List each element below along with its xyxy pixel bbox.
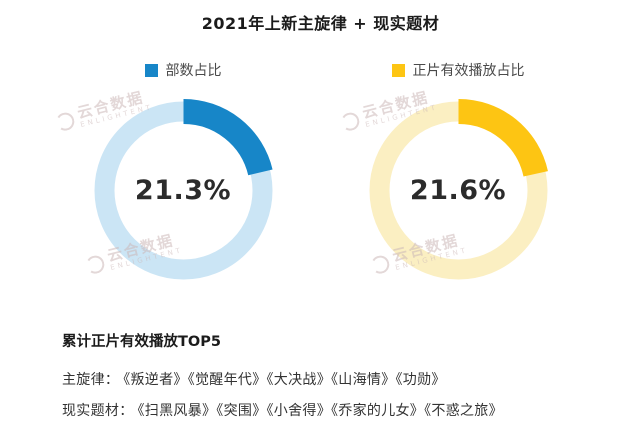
footer-row-value: 《扫黑风暴》《突围》《小舍得》《乔家的儿女》《不惑之旅》: [137, 403, 503, 419]
charts-area: 部数占比 21.3% 正片有效播放占比 21.6%: [0, 60, 641, 283]
footer-row-main-melody: 主旋律： 《叛逆者》《觉醒年代》《大决战》《山海情》《功勋》: [62, 369, 611, 389]
legend-label: 部数占比: [165, 63, 222, 79]
donut-center-value: 21.3%: [134, 175, 232, 206]
footer-heading: 累计正片有效播放TOP5: [62, 334, 221, 350]
footer-row-label: 现实题材：: [62, 403, 134, 419]
donut-svg: [366, 99, 550, 282]
donut-center-value: 21.6%: [409, 175, 507, 206]
chart-column-playback-share: 正片有效播放占比 21.6%: [363, 60, 553, 283]
page-title: 2021年上新主旋律 + 现实题材: [201, 14, 440, 33]
footer-row-realistic-theme: 现实题材： 《扫黑风暴》《突围》《小舍得》《乔家的儿女》《不惑之旅》: [62, 400, 611, 420]
legend-swatch-yellow: [391, 63, 405, 77]
donut-svg: [91, 99, 275, 282]
donut-chart-playback-share: 21.6%: [366, 98, 551, 283]
footer-top5-section: 累计正片有效播放TOP5 主旋律： 《叛逆者》《觉醒年代》《大决战》《山海情》《功…: [62, 330, 611, 431]
legend-swatch-blue: [144, 63, 158, 77]
legend-playback-share: 正片有效播放占比: [391, 60, 525, 80]
donut-segment: [91, 99, 275, 282]
donut-chart-episode-share: 21.3%: [91, 98, 276, 283]
legend-episode-share: 部数占比: [144, 60, 222, 80]
donut-segment: [366, 99, 550, 282]
footer-row-label: 主旋律：: [62, 372, 120, 388]
footer-row-value: 《叛逆者》《觉醒年代》《大决战》《山海情》《功勋》: [123, 372, 446, 388]
chart-column-episode-share: 部数占比 21.3%: [88, 60, 278, 283]
legend-label: 正片有效播放占比: [412, 63, 525, 79]
